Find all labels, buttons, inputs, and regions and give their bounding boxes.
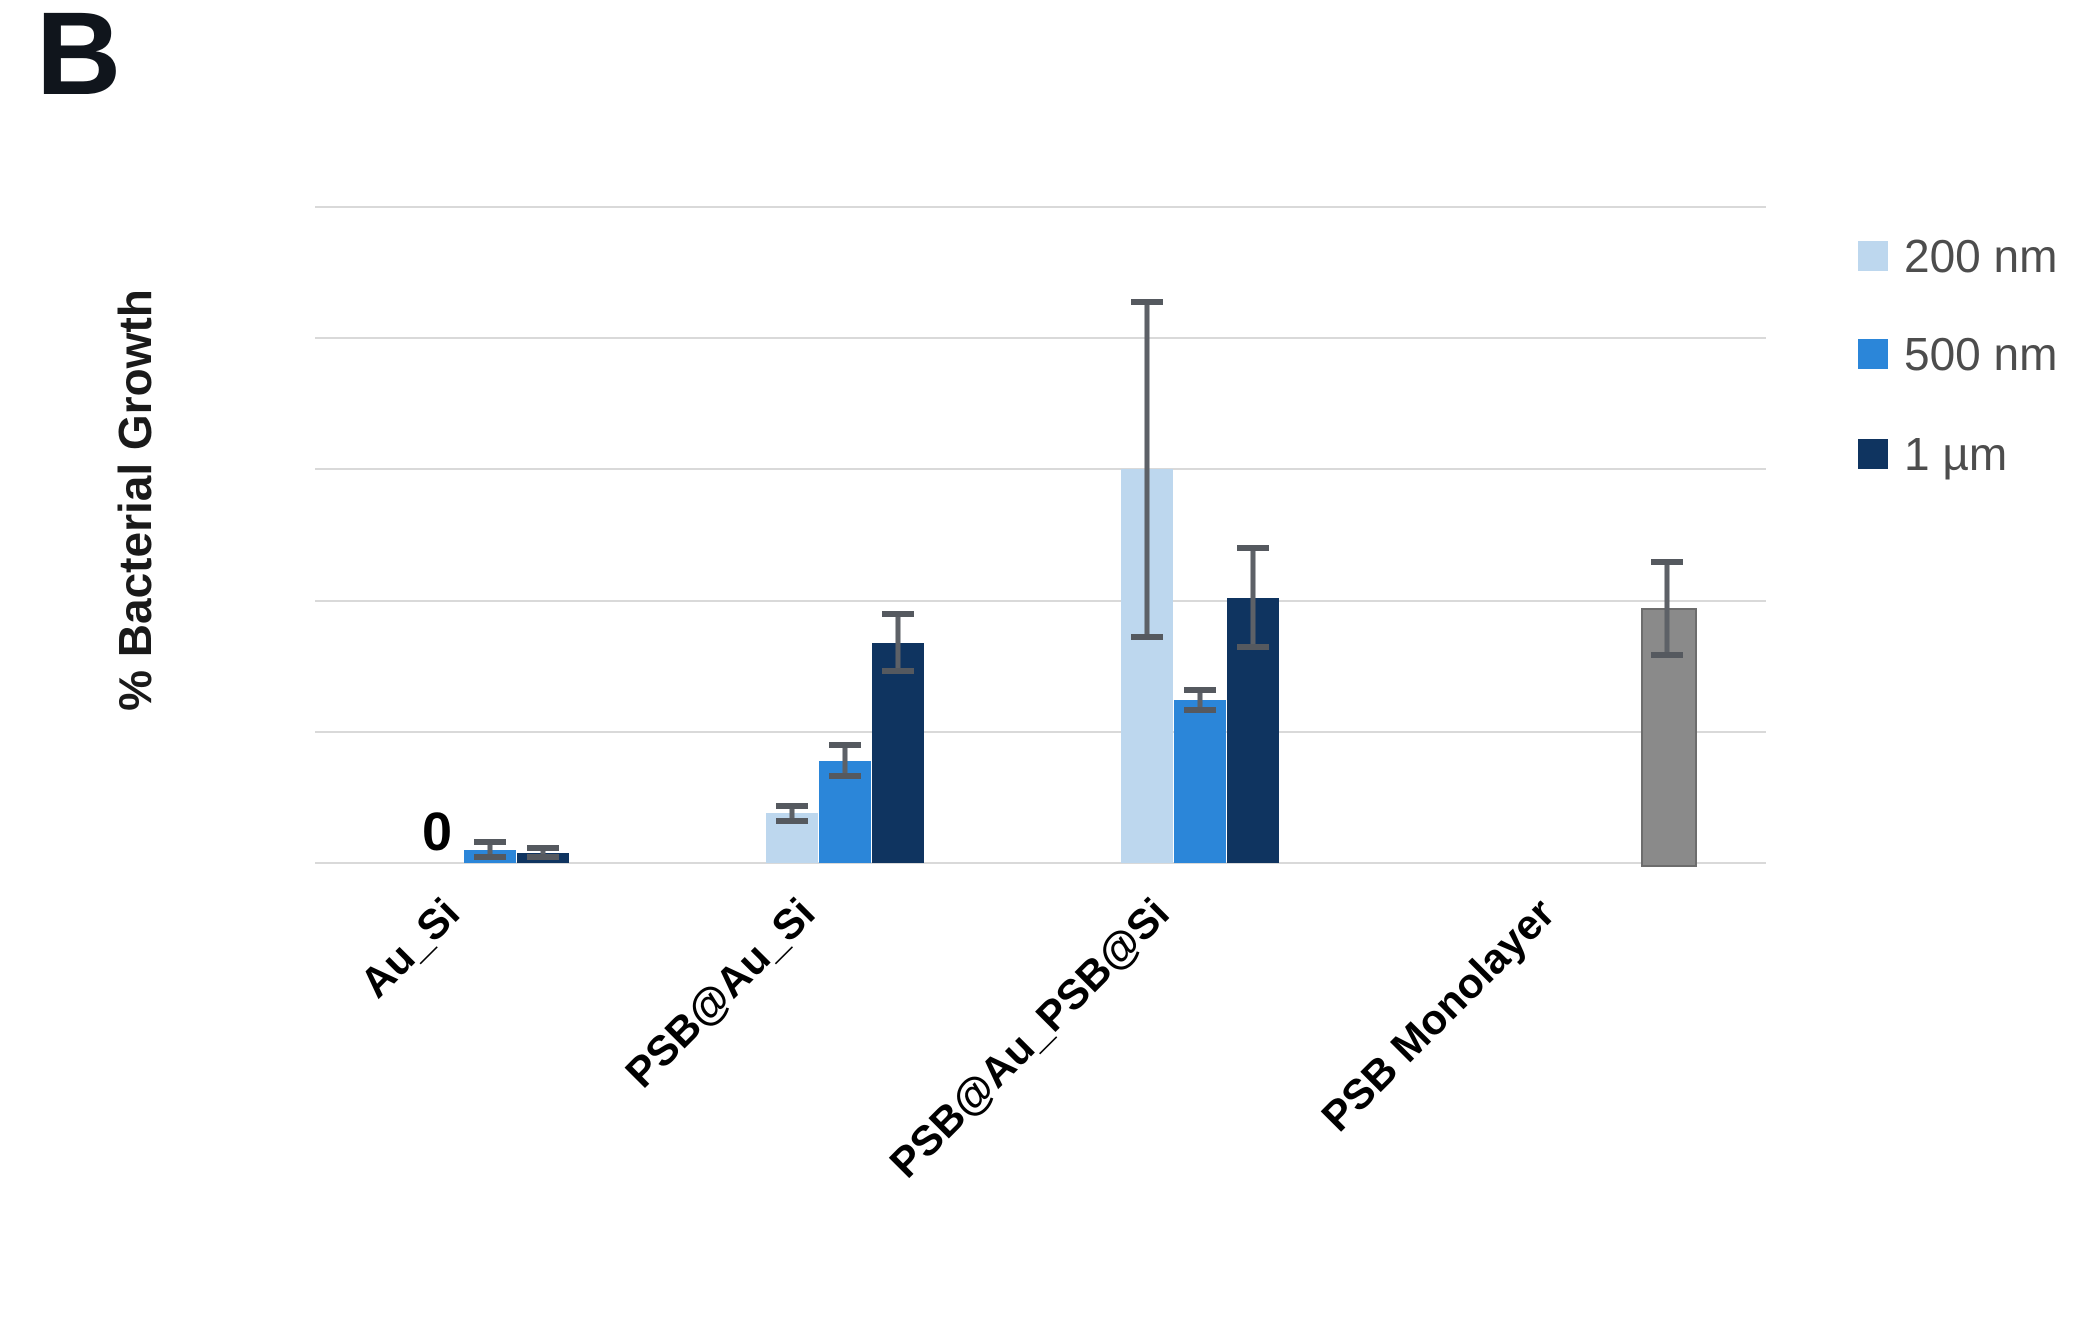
legend-swatch-icon [1858, 241, 1888, 271]
legend-item: 500 nm [1858, 331, 2057, 377]
x-category-label: PSB Monolayer [1312, 889, 1564, 1141]
gridline [315, 206, 1766, 208]
error-bar [829, 742, 861, 780]
x-category-label: PSB@Au_PSB@Si [880, 889, 1179, 1187]
legend-item: 200 nm [1858, 233, 2057, 279]
zero-value-label: 0 [421, 802, 453, 862]
y-axis-title: % Bacterial Growth [109, 289, 161, 711]
gridline [315, 468, 1766, 471]
gridline [315, 337, 1766, 340]
error-bar [1237, 545, 1269, 651]
legend-swatch-icon [1858, 439, 1888, 469]
x-category-label: PSB@Au_Si [615, 889, 824, 1097]
gridline [315, 599, 1766, 602]
bar [872, 642, 924, 863]
error-bar [776, 802, 808, 824]
error-bar [474, 839, 506, 861]
error-bar [527, 844, 559, 861]
error-bar [1184, 687, 1216, 714]
error-bar [882, 611, 914, 675]
x-category-label: Au_Si [350, 889, 469, 1007]
error-bar [1131, 298, 1163, 640]
legend-item: 1 µm [1858, 431, 2007, 477]
gridline [315, 862, 1766, 864]
legend-label: 500 nm [1904, 328, 2058, 380]
legend-label: 1 µm [1904, 428, 2008, 480]
legend-swatch-icon [1858, 339, 1888, 369]
bar [1174, 700, 1226, 863]
legend-label: 200 nm [1904, 230, 2058, 282]
plot-area: 0501001502002500Au_SiPSB@Au_SiPSB@Au_PSB… [315, 206, 1766, 1186]
panel-label: B [36, 0, 122, 120]
error-bar [1651, 558, 1684, 659]
gridline [315, 730, 1766, 733]
